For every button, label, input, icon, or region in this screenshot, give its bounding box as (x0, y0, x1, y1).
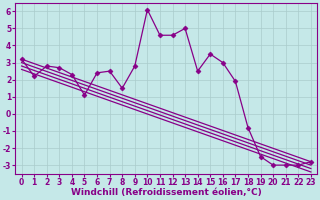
X-axis label: Windchill (Refroidissement éolien,°C): Windchill (Refroidissement éolien,°C) (71, 188, 262, 197)
